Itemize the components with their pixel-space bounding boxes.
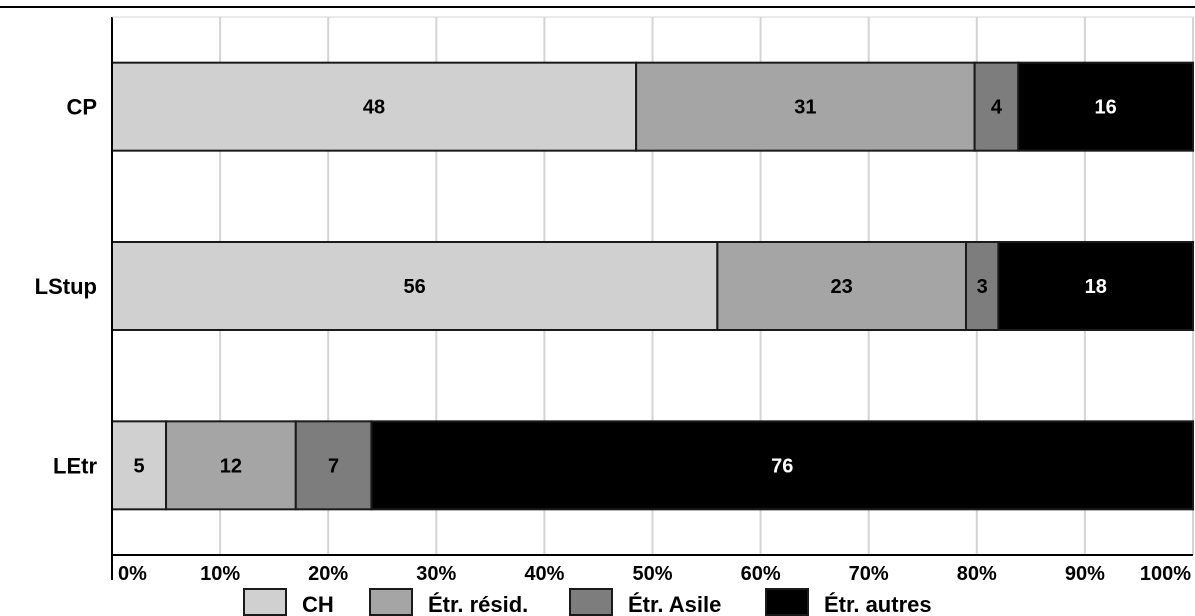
- bar-segment: [370, 420, 1194, 511]
- bar-value-label: 48: [363, 97, 385, 119]
- legend: CH Étr. résid. Étr. Asile Étr. autres: [243, 588, 932, 616]
- bar-value-label: 18: [1085, 276, 1107, 298]
- bar-value-label: 7: [328, 455, 339, 477]
- category-labels: CP LStup LEtr: [35, 95, 98, 479]
- bar-value-label: 12: [220, 455, 242, 477]
- legend-label: Étr. autres: [824, 592, 932, 616]
- bar-segment: [111, 420, 168, 511]
- legend-swatch: [765, 588, 809, 616]
- bars: 48 31 4 16 56 23 3 18 5 12 7 76: [111, 61, 1194, 511]
- bar-value-label: 4: [991, 97, 1003, 119]
- x-tick-label: 70%: [849, 563, 889, 585]
- bar-segment: [716, 241, 967, 331]
- bar-value-label: 56: [404, 276, 426, 298]
- bar-segment: [111, 241, 719, 331]
- legend-swatch: [369, 588, 413, 616]
- x-tick-label: 20%: [308, 563, 348, 585]
- x-tick-label: 100%: [1140, 563, 1191, 585]
- axis-frame: [111, 16, 1193, 580]
- bar-value-label: 76: [771, 455, 793, 477]
- legend-label: CH: [302, 592, 334, 616]
- legend-label: Étr. Asile: [628, 592, 721, 616]
- x-tick-label: 10%: [200, 563, 240, 585]
- bar-value-label: 23: [831, 276, 853, 298]
- x-tick-label: 0%: [118, 563, 147, 585]
- bar-segment: [1017, 61, 1194, 152]
- legend-label: Étr. résid.: [428, 592, 528, 616]
- bar-segment: [997, 241, 1194, 331]
- bar-segment: [111, 61, 638, 152]
- x-tick-label: 50%: [632, 563, 672, 585]
- bar-segment: [635, 61, 976, 152]
- legend-swatch: [243, 588, 287, 616]
- x-tick-label: 30%: [416, 563, 456, 585]
- bar-value-label: 5: [133, 455, 144, 477]
- bar-value-label: 16: [1095, 97, 1117, 119]
- bar-segment: [294, 420, 373, 511]
- x-tick-label: 80%: [957, 563, 997, 585]
- category-label: LStup: [35, 274, 97, 299]
- x-tick-label: 90%: [1065, 563, 1105, 585]
- bar-segment: [165, 420, 297, 511]
- x-tick-labels: 0% 10% 20% 30% 40% 50% 60% 70% 80% 90% 100%: [118, 563, 1191, 585]
- bar-segment: [964, 241, 1000, 331]
- x-tick-label: 60%: [741, 563, 781, 585]
- category-label: LEtr: [53, 453, 97, 478]
- x-tick-label: 40%: [524, 563, 564, 585]
- category-label: CP: [66, 95, 97, 120]
- legend-swatch: [569, 588, 613, 616]
- bar-value-label: 31: [794, 97, 816, 119]
- bar-value-label: 3: [977, 276, 988, 298]
